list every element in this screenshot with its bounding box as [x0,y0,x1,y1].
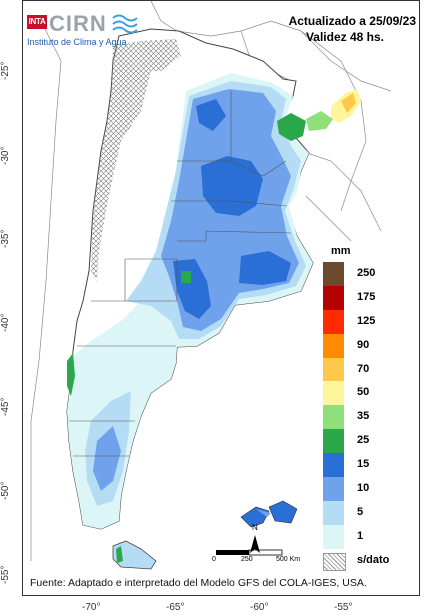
legend-label: 250 [357,267,376,279]
legend-swatch [323,453,344,478]
inta-logo: INTA [27,15,47,29]
no-data-andes [91,41,151,281]
legend-swatch [323,381,344,406]
legend-label: 90 [357,338,370,351]
north-label: N [252,523,258,532]
legend-label: 35 [357,410,370,423]
legend-swatch [323,357,344,382]
legend-label: 25 [357,434,370,447]
precipitation-map [30,1,392,570]
lon-label-55: -55° [334,602,353,613]
legend-swatch [323,405,344,430]
malvinas-islands [240,500,298,528]
scale-label-250: 250 [241,556,253,563]
cirn-logo: INTA CIRN Instituto de Clima y Agua [27,11,147,53]
legend-swatch [323,429,344,454]
lat-label-40: -40° [0,313,11,332]
legend-label: s/dato [357,553,390,566]
legend-label: 1 [357,529,364,542]
lat-label-35: -35° [0,229,11,248]
legend-swatch [323,500,344,525]
north-arrow: N [247,523,263,555]
lon-label-65: -65° [166,602,185,613]
legend-label: 50 [357,386,370,399]
updated-date: Actualizado a 25/09/23 [288,14,416,28]
lat-label-30: -30° [0,146,11,165]
institute-name: Instituto de Clima y Agua [27,37,127,47]
legend-label: 5 [357,505,364,518]
legend-label: 15 [357,458,370,471]
province-borders [69,91,292,457]
lat-label-50: -50° [0,481,11,500]
legend-label: 10 [357,482,370,495]
validity-label: Validez 48 hs. [305,30,384,44]
tierra-del-fuego [112,540,157,570]
cirn-wordmark: CIRN [49,11,107,36]
lat-label-25: -25° [0,61,11,80]
legend-swatch [323,285,344,310]
lat-label-55: -55° [0,565,11,584]
legend-label: 175 [357,290,376,303]
legend-swatch [323,524,344,549]
precip-35mm [306,111,333,131]
legend-swatch [323,477,344,501]
waves-icon [112,14,138,33]
legend-unit: mm [331,245,351,257]
map-frame [22,0,420,596]
scale-bar: 0 250 500 Km [212,540,322,566]
precip-70mm [341,93,356,113]
legend-swatch [323,333,344,358]
lon-label-60: -60° [250,602,269,613]
lon-label-70: -70° [82,602,101,613]
scale-label-0: 0 [212,556,216,563]
lat-label-45: -45° [0,397,11,416]
scale-label-500: 500 Km [276,556,301,563]
precip-15mm [173,99,291,319]
legend-label: 125 [357,314,376,327]
source-note: Fuente: Adaptado e interpretado del Mode… [30,577,367,589]
legend-swatch [323,309,344,334]
legend-swatch [323,262,344,286]
legend-label: 70 [357,362,370,375]
neighbor-borders [30,1,392,561]
legend-swatch [323,552,346,571]
